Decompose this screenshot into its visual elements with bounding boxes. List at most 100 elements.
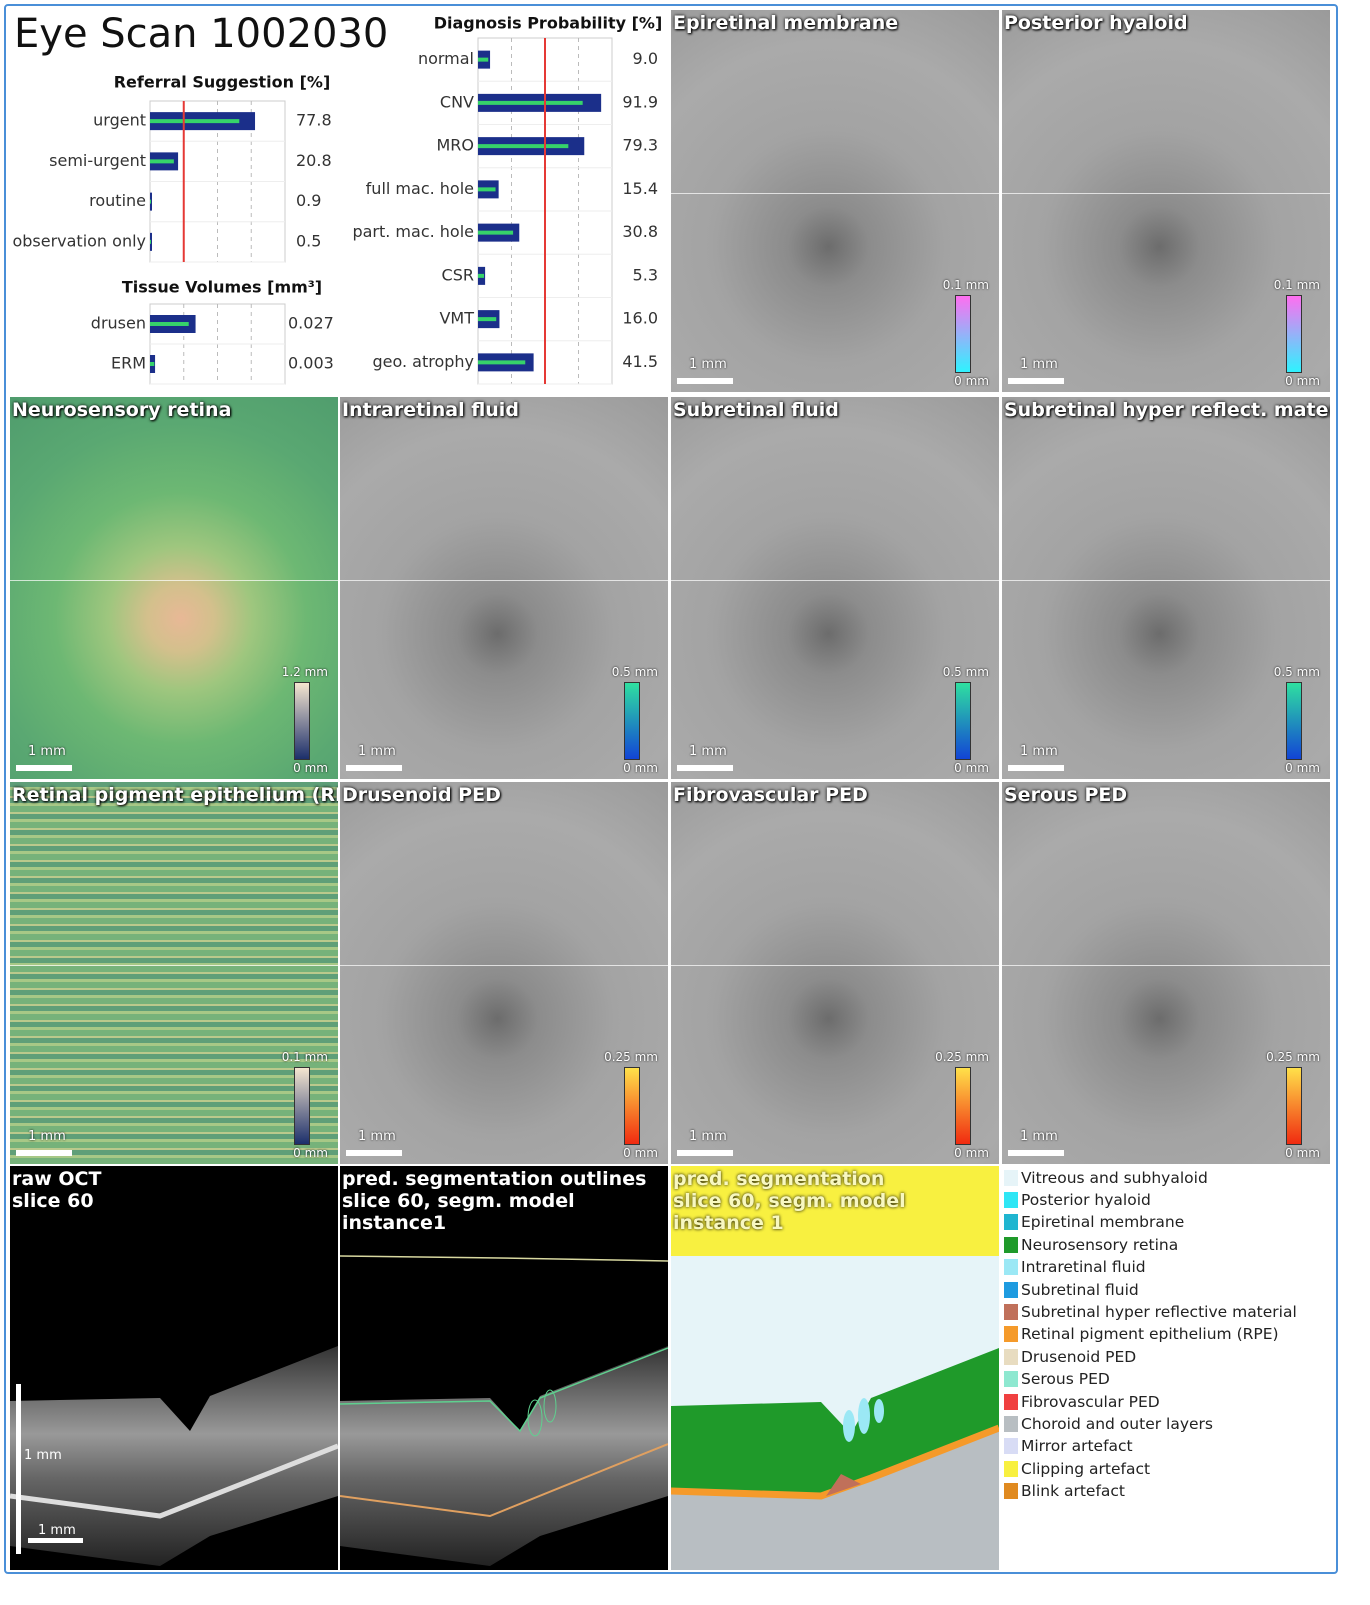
colorbar — [294, 1067, 310, 1145]
value-label: 9.0 — [633, 49, 658, 68]
cross-line — [671, 965, 999, 966]
legend-label: Posterior hyaloid — [1021, 1191, 1151, 1209]
oct-image — [10, 1166, 338, 1570]
category-label: CSR — [442, 265, 474, 284]
title-line: pred. segmentation — [673, 1168, 999, 1190]
bar-highlight — [478, 317, 496, 321]
colorbar-max: 0.25 mm — [935, 1050, 989, 1064]
legend-item: Clipping artefact — [1004, 1459, 1153, 1478]
legend-swatch — [1004, 1483, 1018, 1499]
scale-label: 1 mm — [28, 1129, 66, 1144]
bar-highlight — [150, 362, 154, 366]
title-line: slice 60, segm. model instance 1 — [673, 1190, 999, 1234]
value-label: 0.003 — [288, 354, 334, 373]
map-panel: Neurosensory retina1.2 mm0 mm1 mm — [10, 397, 338, 779]
oct-band — [340, 1346, 668, 1566]
cross-line — [671, 193, 999, 194]
value-label: 91.9 — [622, 92, 658, 111]
outline — [340, 1256, 668, 1261]
legend-label: Fibrovascular PED — [1021, 1393, 1160, 1411]
panel-title: Retinal pigment epithelium (RPE) — [12, 784, 338, 806]
fluid — [874, 1399, 884, 1423]
cross-line — [1002, 965, 1330, 966]
legend-swatch — [1004, 1461, 1018, 1477]
legend-label: Drusenoid PED — [1021, 1348, 1136, 1366]
colorbar-max: 0.1 mm — [282, 1050, 328, 1064]
panel-title: pred. segmentation outlinesslice 60, seg… — [342, 1168, 668, 1234]
raw-oct-panel: raw OCTslice 60 1 mm 1 mm — [10, 1166, 338, 1570]
value-label: 79.3 — [622, 136, 658, 155]
legend-swatch — [1004, 1394, 1018, 1410]
colorbar-min: 0 mm — [293, 761, 328, 775]
cross-line — [340, 965, 668, 966]
legend-label: Choroid and outer layers — [1021, 1415, 1213, 1433]
scale-bar — [346, 765, 402, 771]
legend-item: Vitreous and subhyaloid — [1004, 1168, 1211, 1187]
cross-line — [1002, 580, 1330, 581]
cross-line — [340, 580, 668, 581]
panel-title: Fibrovascular PED — [673, 784, 868, 806]
scale-bar — [1008, 378, 1064, 384]
colorbar — [1286, 1067, 1302, 1145]
panel-title: Drusenoid PED — [342, 784, 501, 806]
legend-item: Posterior hyaloid — [1004, 1190, 1154, 1209]
legend-label: Epiretinal membrane — [1021, 1213, 1184, 1231]
panel-title: Subretinal hyper reflect. material — [1004, 399, 1330, 421]
category-label: observation only — [12, 231, 146, 250]
scale-bar — [677, 1150, 733, 1156]
legend-label: Neurosensory retina — [1021, 1236, 1178, 1254]
map-panel: Serous PED0.25 mm0 mm1 mm — [1002, 782, 1330, 1164]
scale-bar — [1008, 765, 1064, 771]
colorbar — [955, 682, 971, 760]
panel-title: Neurosensory retina — [12, 399, 231, 421]
title-line: slice 60 — [12, 1190, 101, 1212]
legend-swatch — [1004, 1282, 1018, 1298]
value-label: 15.4 — [622, 179, 658, 198]
legend-item: Drusenoid PED — [1004, 1347, 1139, 1366]
value-label: 77.8 — [296, 111, 332, 130]
scale-bar — [16, 1150, 72, 1156]
v-scale-label: 1 mm — [24, 1448, 62, 1463]
scale-bar — [16, 765, 72, 771]
category-label: drusen — [91, 314, 146, 333]
legend-swatch — [1004, 1326, 1018, 1342]
scale-label: 1 mm — [358, 744, 396, 759]
category-label: semi-urgent — [49, 151, 146, 170]
legend-item: Blink artefact — [1004, 1482, 1128, 1501]
title-line: pred. segmentation outlines — [342, 1168, 668, 1190]
legend-swatch — [1004, 1304, 1018, 1320]
colorbar-min: 0 mm — [954, 761, 989, 775]
legend-label: Clipping artefact — [1021, 1460, 1150, 1478]
bar-highlight — [478, 360, 525, 364]
category-label: MRO — [436, 136, 474, 155]
cross-line — [671, 580, 999, 581]
scale-label: 1 mm — [358, 1129, 396, 1144]
category-label: VMT — [439, 309, 474, 328]
legend-label: Retinal pigment epithelium (RPE) — [1021, 1325, 1279, 1343]
fluid — [858, 1398, 870, 1434]
legend-swatch — [1004, 1438, 1018, 1454]
bar-highlight — [150, 240, 151, 244]
bar-highlight — [150, 119, 239, 123]
map-panel: Epiretinal membrane0.1 mm0 mm1 mm — [671, 10, 999, 392]
colorbar-max: 0.1 mm — [1274, 278, 1320, 292]
value-label: 41.5 — [622, 352, 658, 371]
chart-title: Diagnosis Probability [%] — [434, 14, 663, 33]
panel-title: Subretinal fluid — [673, 399, 839, 421]
category-label: ERM — [111, 354, 146, 373]
colorbar-min: 0 mm — [1285, 374, 1320, 388]
colorbar-max: 1.2 mm — [282, 665, 328, 679]
legend-item: Epiretinal membrane — [1004, 1213, 1187, 1232]
legend-label: Vitreous and subhyaloid — [1021, 1169, 1208, 1187]
legend-item: Neurosensory retina — [1004, 1235, 1181, 1254]
title-line: slice 60, segm. model instance1 — [342, 1190, 668, 1234]
map-panel: Subretinal hyper reflect. material0.5 mm… — [1002, 397, 1330, 779]
bar-highlight — [150, 322, 189, 326]
